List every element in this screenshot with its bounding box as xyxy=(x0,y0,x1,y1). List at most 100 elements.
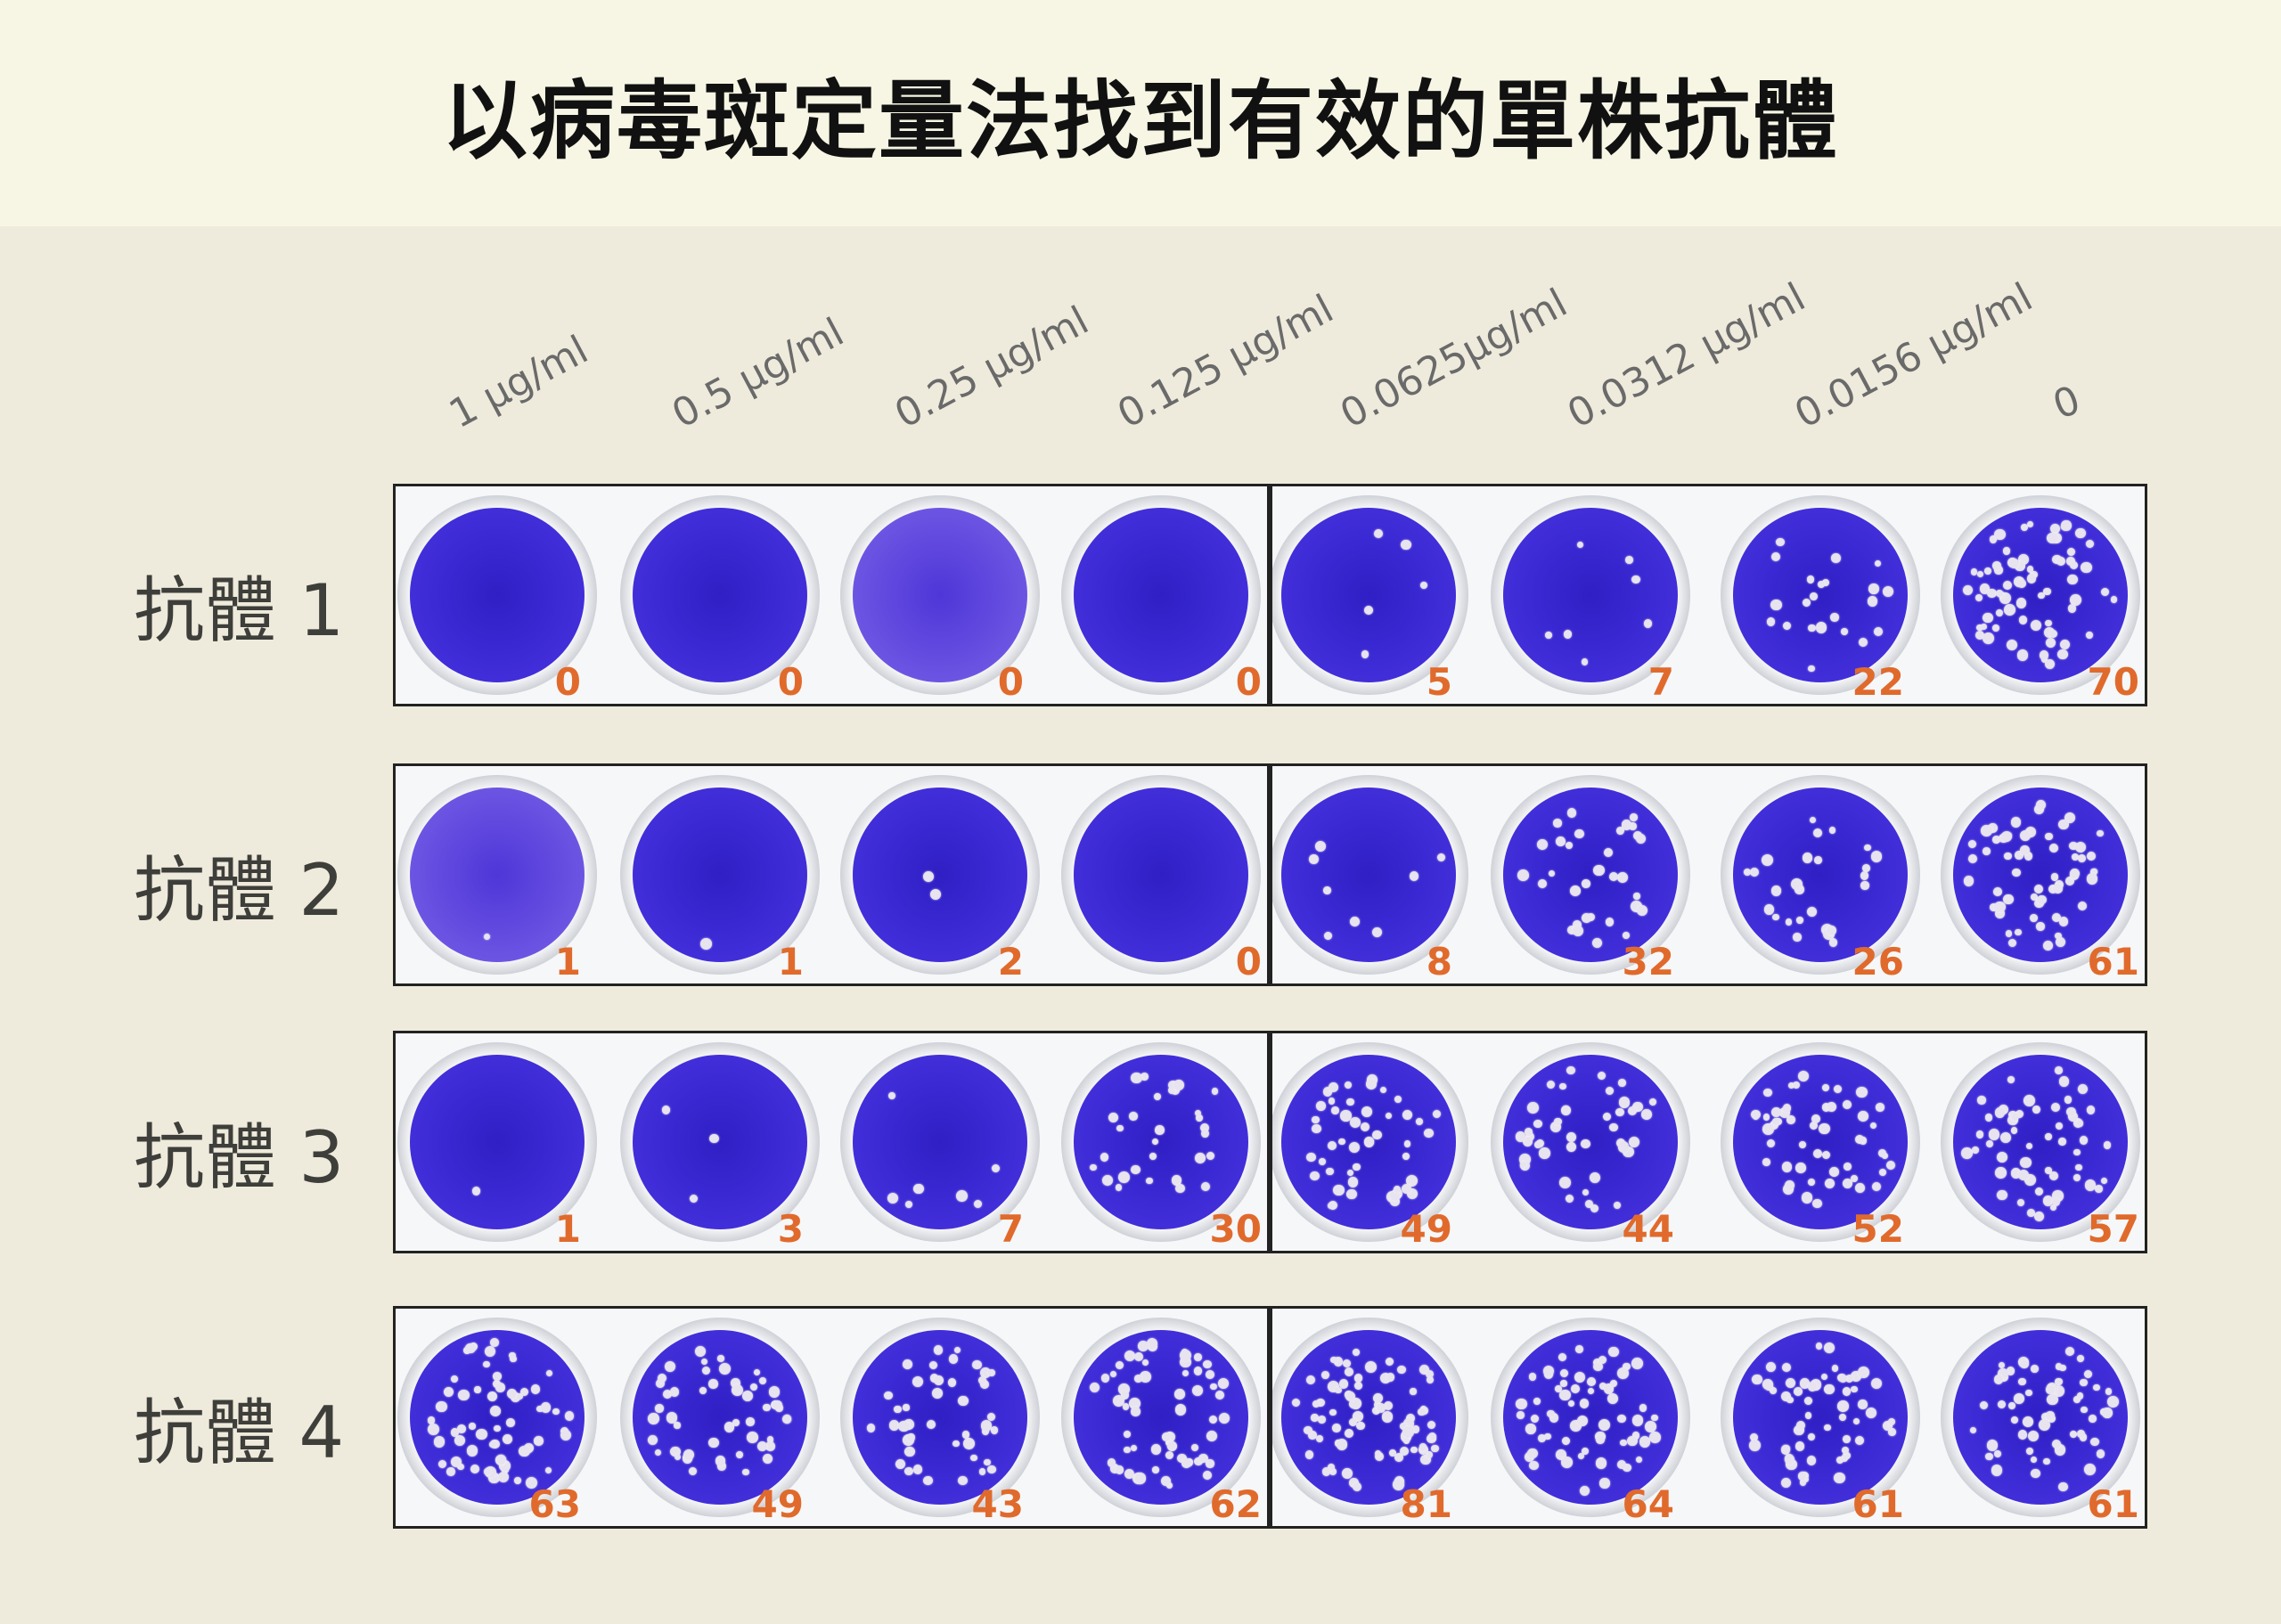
plaque xyxy=(1792,1081,1801,1089)
plaque xyxy=(1338,1378,1349,1389)
plaque xyxy=(1211,1088,1219,1095)
plaque xyxy=(508,1351,516,1359)
plaque xyxy=(1987,588,1997,599)
plaque xyxy=(1816,1342,1823,1350)
plaque xyxy=(1206,1369,1215,1380)
plaque xyxy=(1574,828,1584,838)
plaque xyxy=(2084,1179,2097,1191)
plaque xyxy=(2004,852,2013,861)
plaque xyxy=(1870,1377,1883,1390)
plaque xyxy=(467,1445,478,1457)
plaque xyxy=(1842,1446,1850,1455)
plaque xyxy=(1807,1432,1816,1441)
stained-monolayer xyxy=(853,1330,1027,1505)
plaque xyxy=(2085,539,2094,548)
plaque-count: 2 xyxy=(997,940,1024,983)
plaque xyxy=(1575,1345,1584,1353)
stained-monolayer xyxy=(853,788,1027,962)
plaque xyxy=(1566,1065,1576,1075)
plaque xyxy=(2026,1209,2035,1217)
plaque-count: 1 xyxy=(554,940,581,983)
title-banner: 以病毒斑定量法找到有效的單株抗體 xyxy=(0,0,2281,226)
plaque xyxy=(2026,566,2034,573)
plaque xyxy=(2096,1449,2105,1458)
plaque xyxy=(1838,1374,1848,1383)
plaque xyxy=(1347,1169,1354,1177)
plaque xyxy=(988,1369,995,1377)
plaque xyxy=(1154,1125,1165,1135)
plaque xyxy=(2047,532,2059,544)
plaque xyxy=(1349,1116,1361,1128)
plaque xyxy=(1365,1079,1377,1090)
plaque xyxy=(2051,1440,2062,1449)
plaque xyxy=(2034,1187,2044,1196)
plaque xyxy=(2003,604,2015,616)
plaque xyxy=(980,1379,990,1389)
plaque xyxy=(2084,1464,2097,1476)
plaque xyxy=(2051,873,2059,881)
plaque xyxy=(1107,1458,1116,1468)
plaque xyxy=(2058,917,2069,926)
stained-monolayer xyxy=(633,788,807,962)
plaque xyxy=(2045,619,2052,627)
plaque xyxy=(719,1363,732,1375)
plaque xyxy=(1994,901,2006,912)
plaque xyxy=(1804,1412,1812,1419)
plaque xyxy=(746,1417,755,1426)
plaque xyxy=(1574,1372,1585,1383)
plaque xyxy=(1581,1447,1589,1456)
plaque xyxy=(1569,885,1581,897)
plaque xyxy=(1129,1111,1138,1121)
plaque xyxy=(1402,1418,1414,1429)
plaque xyxy=(2031,1468,2040,1479)
culture-well xyxy=(1272,775,1468,975)
plaque xyxy=(2011,1416,2018,1424)
plaque xyxy=(1349,917,1360,927)
plaque xyxy=(1814,856,1822,865)
plaque xyxy=(955,1190,968,1203)
plaque xyxy=(489,1406,501,1417)
plaque xyxy=(1617,1079,1626,1087)
plaque xyxy=(958,1475,968,1486)
plaque xyxy=(1399,1446,1410,1457)
plaque xyxy=(1308,1431,1318,1440)
culture-well xyxy=(1272,1042,1468,1242)
plaque xyxy=(2006,1366,2015,1375)
plaque xyxy=(1124,1350,1136,1362)
plaque xyxy=(474,1386,481,1393)
plaque xyxy=(1778,1106,1790,1118)
plaque xyxy=(1198,1454,1208,1464)
plaque xyxy=(1824,1424,1831,1431)
plaque xyxy=(1631,1415,1644,1426)
plaque xyxy=(662,1106,671,1114)
stained-monolayer xyxy=(1733,508,1908,682)
plaque xyxy=(1328,1082,1338,1093)
plaque xyxy=(2054,1066,2063,1075)
plaque xyxy=(1582,1189,1590,1196)
plaque xyxy=(1621,820,1631,830)
plaque xyxy=(1171,1174,1182,1186)
plaque xyxy=(932,1388,944,1400)
plaque xyxy=(1199,1123,1209,1133)
plaque xyxy=(1549,1413,1559,1423)
plaque xyxy=(1994,1450,2002,1458)
plaque xyxy=(1360,1122,1370,1132)
plaque xyxy=(1152,1466,1159,1473)
plaque xyxy=(1619,1097,1631,1108)
plaque xyxy=(1146,1177,1153,1184)
plaque xyxy=(1781,1362,1792,1373)
plaque xyxy=(1993,886,2002,896)
plaque xyxy=(1590,1204,1599,1213)
plaque xyxy=(1994,1107,2006,1119)
plaque xyxy=(476,1428,487,1440)
plaque xyxy=(483,1468,491,1476)
plaque xyxy=(1559,1176,1571,1188)
stained-monolayer xyxy=(1953,1055,2128,1229)
plaque xyxy=(1981,825,1992,836)
plaque xyxy=(1361,1106,1373,1117)
stained-monolayer xyxy=(1281,788,1456,962)
plaque xyxy=(973,1199,983,1209)
plaque xyxy=(1834,1472,1845,1484)
plaque-count: 61 xyxy=(2087,940,2139,983)
plaque xyxy=(2002,581,2012,591)
